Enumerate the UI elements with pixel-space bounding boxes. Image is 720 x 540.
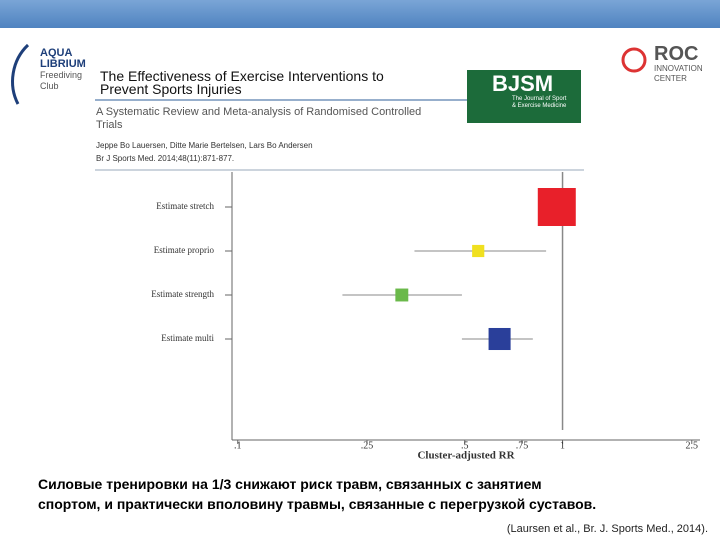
caption-line: Силовые тренировки на 1/3 снижают риск т… [38,476,542,492]
estimate-box [488,327,511,351]
logo-text: Club [40,81,59,91]
x-tick-label: 2.5 [686,440,699,451]
journal-logo: BJSM The Journal of Sport & Exercise Med… [492,72,566,110]
category-label: Estimate proprio [154,245,215,255]
logo-text: INNOVATION [654,64,703,73]
logo-left: AQUA LIBRIUM Freediving Club [40,48,86,92]
journal-logo-bg [467,70,581,123]
estimate-box [537,188,576,226]
paper-subtitle: A Systematic Review and Meta-analysis of… [96,106,422,131]
forest-plot: .1 .25 .5 .75 1 2.5 Cluster-adjusted RR Estimat… [151,172,700,462]
x-tick-label: .1 [234,440,242,451]
estimate-box [472,244,485,258]
logo-text: ROC [654,43,699,65]
top-bar [0,0,720,28]
logo-right: ROC INNOVATION CENTER [654,44,703,84]
authors: Jeppe Bo Lauersen, Ditte Marie Bertelsen… [96,141,313,150]
caption-line: спортом, и практически вполовину травмы,… [38,496,597,512]
journal-logo-text: The Journal of Sport [512,96,567,102]
x-axis-label: Cluster-adjusted RR [417,450,515,462]
x-tick-label: 1 [560,440,565,451]
logo-text: Freediving [40,70,83,80]
citation: (Laursen et al., Br. J. Sports Med., 201… [506,523,708,535]
x-tick-label: .75 [516,440,529,451]
category-label: Estimate strength [151,289,214,299]
paper-title: The Effectiveness of Exercise Interventi… [100,68,384,97]
logo-text: CENTER [654,74,687,83]
journal-ref: Br J Sports Med. 2014;48(11):871-877. [96,154,235,163]
category-label: Estimate multi [161,333,214,343]
journal-logo-text: BJSM [492,71,554,96]
logo-text: AQUA [40,47,73,59]
caption: Силовые тренировки на 1/3 снижают риск т… [38,474,596,514]
logo-swoosh [11,43,30,105]
logo-text: LIBRIUM [40,58,86,70]
x-tick-label: .25 [361,440,374,451]
x-tick-label: .5 [461,440,469,451]
estimate-box [395,288,409,302]
journal-logo-text: & Exercise Medicine [512,103,567,109]
roc-logo [621,47,647,73]
category-label: Estimate stretch [156,201,214,211]
